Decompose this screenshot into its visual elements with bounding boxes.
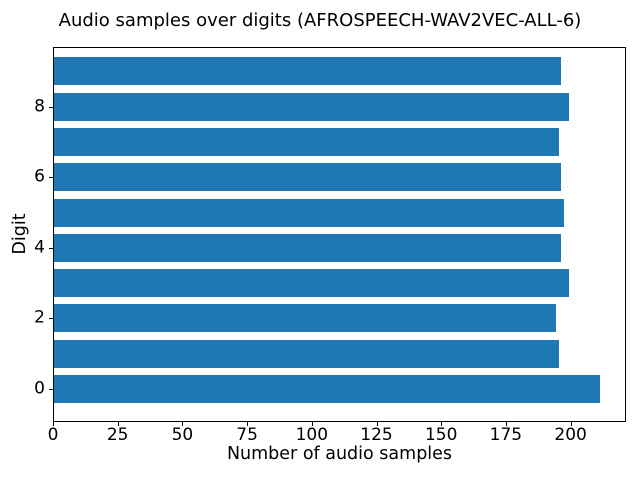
x-tick-mark-125 [376, 422, 378, 426]
x-tick-label-175: 175 [489, 425, 523, 445]
y-tick-mark-8 [49, 106, 53, 108]
x-tick-label-100: 100 [295, 425, 329, 445]
y-tick-label-8: 8 [34, 96, 45, 117]
x-tick-mark-200 [570, 422, 572, 426]
x-tick-label-75: 75 [236, 425, 258, 445]
bar-digit-3 [54, 269, 569, 298]
bar-digit-9 [54, 57, 561, 86]
plot-area [53, 47, 626, 422]
x-tick-label-50: 50 [171, 425, 194, 445]
bar-digit-4 [54, 233, 561, 262]
x-tick-mark-75 [247, 422, 249, 426]
x-tick-label-25: 25 [106, 425, 129, 445]
x-tick-label-0: 0 [47, 425, 59, 445]
x-tick-mark-175 [505, 422, 507, 426]
bar-digit-1 [54, 339, 559, 368]
x-tick-mark-100 [311, 422, 313, 426]
x-axis-label: Number of audio samples [226, 444, 453, 464]
bar-digit-7 [54, 127, 559, 156]
x-tick-mark-50 [182, 422, 184, 426]
y-tick-mark-2 [49, 318, 53, 320]
x-tick-label-200: 200 [554, 425, 587, 445]
y-tick-label-2: 2 [34, 308, 45, 329]
chart-title: Audio samples over digits (AFROSPEECH-WA… [58, 10, 582, 31]
bar-digit-6 [54, 163, 561, 192]
bar-digit-5 [54, 198, 564, 227]
x-tick-label-125: 125 [360, 425, 393, 445]
x-tick-label-150: 150 [424, 425, 458, 445]
bar-digit-0 [54, 375, 600, 403]
y-tick-label-0: 0 [34, 378, 45, 399]
y-tick-mark-0 [49, 389, 53, 390]
x-tick-mark-0 [53, 422, 54, 426]
y-tick-mark-6 [49, 177, 53, 179]
x-tick-mark-25 [117, 422, 119, 426]
bar-digit-2 [54, 304, 556, 333]
bar-digit-8 [54, 92, 569, 121]
y-tick-label-4: 4 [34, 237, 45, 258]
x-tick-mark-150 [441, 422, 443, 426]
y-tick-label-6: 6 [34, 166, 45, 187]
y-tick-mark-4 [49, 247, 53, 249]
